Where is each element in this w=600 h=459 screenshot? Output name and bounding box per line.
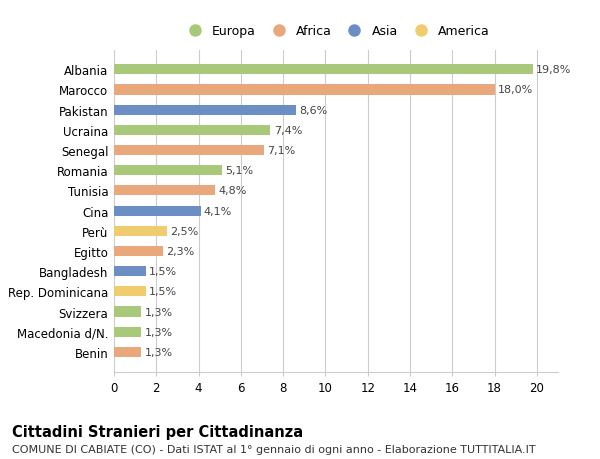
- Text: 7,1%: 7,1%: [267, 146, 296, 156]
- Text: COMUNE DI CABIATE (CO) - Dati ISTAT al 1° gennaio di ogni anno - Elaborazione TU: COMUNE DI CABIATE (CO) - Dati ISTAT al 1…: [12, 444, 536, 454]
- Bar: [114, 106, 296, 116]
- Bar: [114, 226, 167, 236]
- Text: 19,8%: 19,8%: [536, 65, 571, 75]
- Text: 4,1%: 4,1%: [204, 206, 232, 216]
- Text: 2,5%: 2,5%: [170, 226, 198, 236]
- Bar: [114, 85, 494, 95]
- Bar: [114, 287, 146, 297]
- Bar: [114, 327, 142, 337]
- Text: 8,6%: 8,6%: [299, 106, 327, 115]
- Bar: [114, 65, 533, 75]
- Bar: [114, 166, 222, 176]
- Text: 1,3%: 1,3%: [145, 307, 173, 317]
- Text: 7,4%: 7,4%: [274, 126, 302, 135]
- Text: 18,0%: 18,0%: [498, 85, 533, 95]
- Text: 1,5%: 1,5%: [149, 267, 177, 277]
- Bar: [114, 246, 163, 257]
- Bar: [114, 206, 200, 216]
- Bar: [114, 267, 146, 277]
- Text: 4,8%: 4,8%: [218, 186, 247, 196]
- Text: 1,3%: 1,3%: [145, 327, 173, 337]
- Bar: [114, 146, 264, 156]
- Legend: Europa, Africa, Asia, America: Europa, Africa, Asia, America: [178, 22, 494, 42]
- Bar: [114, 347, 142, 357]
- Text: 5,1%: 5,1%: [225, 166, 253, 176]
- Text: Cittadini Stranieri per Cittadinanza: Cittadini Stranieri per Cittadinanza: [12, 425, 303, 440]
- Bar: [114, 307, 142, 317]
- Bar: [114, 186, 215, 196]
- Text: 1,5%: 1,5%: [149, 287, 177, 297]
- Text: 1,3%: 1,3%: [145, 347, 173, 357]
- Text: 2,3%: 2,3%: [166, 246, 194, 257]
- Bar: [114, 125, 271, 135]
